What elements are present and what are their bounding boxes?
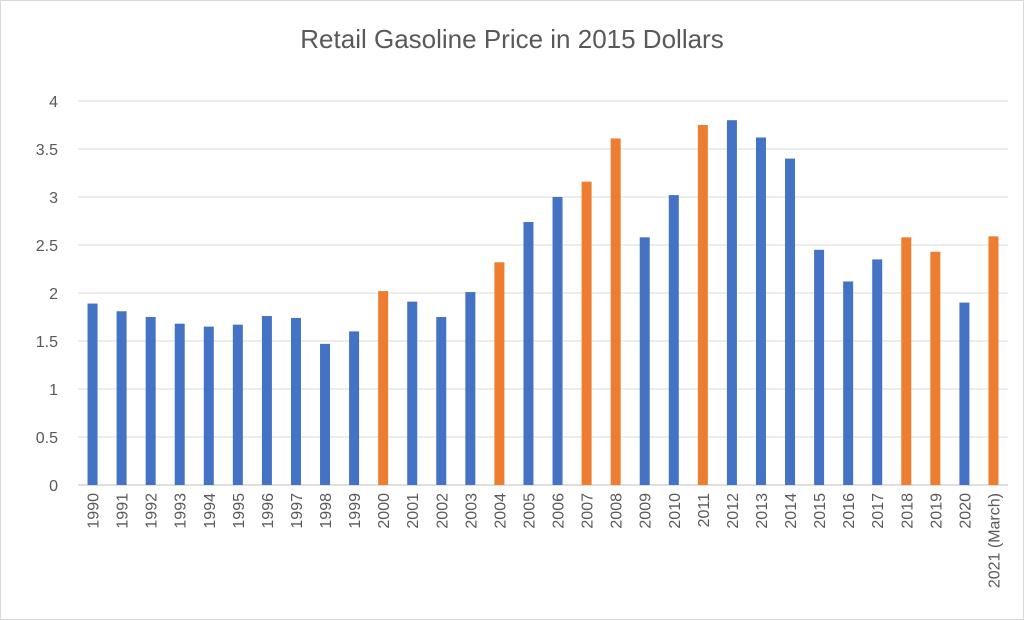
y-tick-label: 0 <box>49 478 58 495</box>
x-tick-label: 2008 <box>609 493 626 529</box>
bar-1991 <box>116 311 127 485</box>
y-tick-label: 3.5 <box>36 142 58 159</box>
bar-2014 <box>785 158 796 485</box>
x-tick-label: 1999 <box>347 493 364 529</box>
bar-2011 <box>697 125 708 485</box>
bar-1990 <box>87 303 98 485</box>
bar-2017 <box>872 259 883 485</box>
x-tick-label: 2017 <box>870 493 887 529</box>
bar-2008 <box>610 138 621 485</box>
y-tick-label: 3 <box>49 190 58 207</box>
bars <box>87 120 999 486</box>
bar-2015 <box>814 249 825 485</box>
bar-2018 <box>901 237 912 485</box>
x-tick-label: 2002 <box>434 493 451 529</box>
x-tick-label: 2020 <box>957 493 974 529</box>
y-tick-label: 1 <box>49 382 58 399</box>
x-tick-label: 2009 <box>638 493 655 529</box>
bar-2005 <box>523 221 534 485</box>
x-tick-label: 2005 <box>521 493 538 529</box>
y-tick-label: 1.5 <box>36 334 58 351</box>
bar-1993 <box>174 323 185 485</box>
bar-1997 <box>290 317 301 485</box>
bar-2003 <box>465 292 476 485</box>
x-tick-label: 1992 <box>144 493 161 529</box>
bar-2019 <box>930 251 941 485</box>
bar-2007 <box>581 181 592 485</box>
x-tick-label: 1994 <box>202 493 219 529</box>
bar-2021-march <box>988 236 999 485</box>
x-tick-label: 2006 <box>551 493 568 529</box>
bar-1996 <box>261 316 272 485</box>
x-tick-label: 1991 <box>115 493 132 529</box>
bar-2012 <box>726 120 737 485</box>
bar-1992 <box>145 317 156 485</box>
x-tick-label: 1996 <box>260 493 277 529</box>
x-tick-label: 1993 <box>173 493 190 529</box>
x-tick-label: 2000 <box>376 493 393 529</box>
bar-2004 <box>494 262 505 485</box>
bar-2016 <box>843 281 854 485</box>
bar-2001 <box>407 301 418 485</box>
bar-1998 <box>320 343 331 485</box>
x-tick-label: 2021 (March) <box>986 493 1003 588</box>
y-axis-ticks: 0 0.5 1 1.5 2 2.5 3 3.5 4 <box>36 94 58 495</box>
x-tick-label: 2004 <box>492 493 509 529</box>
bar-2000 <box>378 291 389 485</box>
x-tick-label: 2019 <box>928 493 945 529</box>
x-tick-label: 1990 <box>86 493 103 529</box>
x-tick-label: 2014 <box>783 493 800 529</box>
x-tick-label: 2012 <box>725 493 742 529</box>
bar-1999 <box>349 331 360 485</box>
x-tick-label: 1998 <box>318 493 335 529</box>
x-tick-label: 2001 <box>405 493 422 529</box>
y-tick-label: 2.5 <box>36 238 58 255</box>
bar-1994 <box>203 326 214 485</box>
y-tick-label: 2 <box>49 286 58 303</box>
x-tick-label: 2016 <box>841 493 858 529</box>
x-tick-label: 2013 <box>754 493 771 529</box>
bar-2009 <box>639 237 650 485</box>
bar-2002 <box>436 317 447 485</box>
x-tick-label: 1995 <box>231 493 248 529</box>
bar-1995 <box>232 324 243 485</box>
x-tick-label: 1997 <box>289 493 306 529</box>
x-tick-label: 2010 <box>667 493 684 529</box>
y-tick-label: 4 <box>49 94 58 111</box>
chart-title: Retail Gasoline Price in 2015 Dollars <box>300 24 724 54</box>
x-tick-label: 2011 <box>696 493 713 528</box>
gridlines <box>78 100 1008 486</box>
bar-2013 <box>755 137 766 486</box>
x-tick-label: 2015 <box>812 493 829 529</box>
x-tick-label: 2007 <box>580 493 597 529</box>
bar-2020 <box>959 302 970 485</box>
y-tick-label: 0.5 <box>36 430 58 447</box>
x-tick-label: 2003 <box>463 493 480 529</box>
bar-2010 <box>668 195 679 485</box>
x-axis-ticks: 1990 1991 1992 1993 1994 1995 1996 1997 1998 1999… <box>86 493 1004 588</box>
x-tick-label: 2018 <box>899 493 916 529</box>
bar-2006 <box>552 197 563 485</box>
